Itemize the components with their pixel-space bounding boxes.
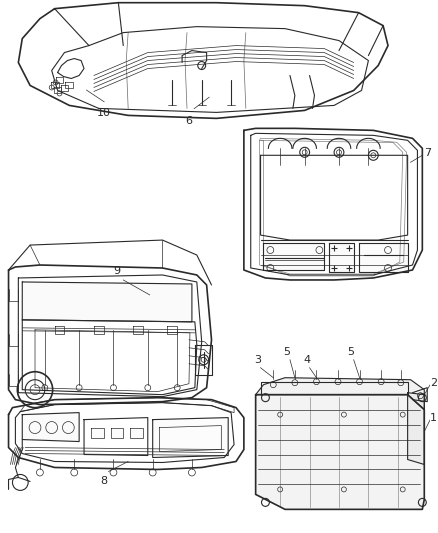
Text: 3: 3 — [254, 355, 261, 365]
Text: 1: 1 — [430, 413, 437, 423]
Text: 10: 10 — [97, 108, 111, 118]
Polygon shape — [408, 393, 424, 464]
Polygon shape — [22, 413, 79, 441]
Text: 5: 5 — [347, 347, 354, 357]
Text: 2: 2 — [430, 378, 437, 387]
Polygon shape — [22, 282, 192, 322]
Polygon shape — [329, 243, 354, 272]
Text: 7: 7 — [424, 148, 431, 158]
Polygon shape — [130, 427, 143, 438]
Text: 9: 9 — [113, 266, 120, 276]
Polygon shape — [256, 378, 424, 410]
Text: 4: 4 — [303, 355, 310, 365]
Polygon shape — [359, 243, 408, 272]
Text: 5: 5 — [283, 347, 290, 357]
Polygon shape — [153, 417, 228, 457]
Polygon shape — [256, 394, 424, 510]
Polygon shape — [91, 427, 104, 438]
Polygon shape — [110, 427, 123, 438]
Text: 8: 8 — [100, 477, 107, 487]
Polygon shape — [264, 243, 324, 270]
Text: 6: 6 — [185, 116, 192, 126]
